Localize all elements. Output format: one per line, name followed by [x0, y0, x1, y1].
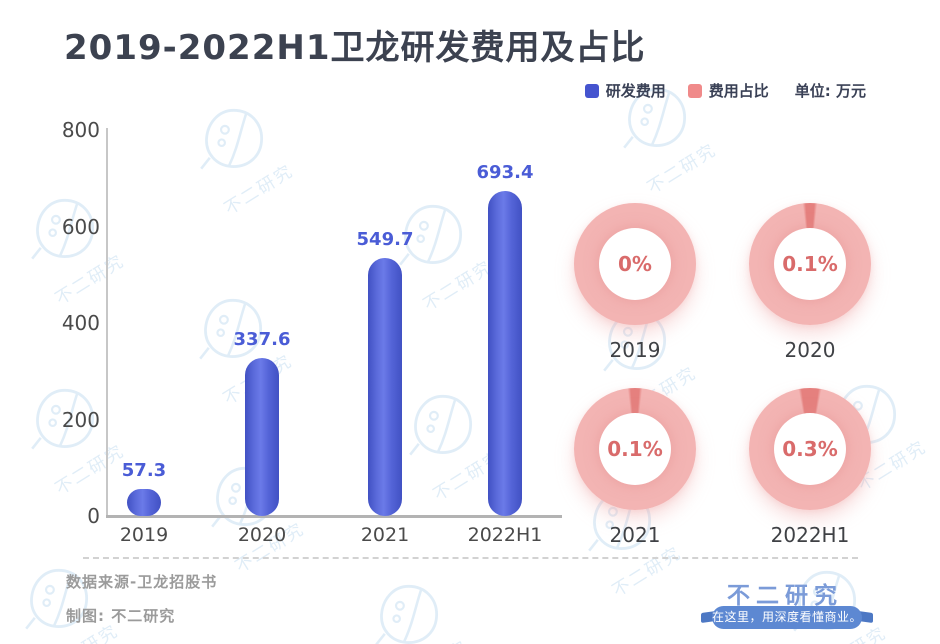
bar-value-label: 693.4 — [476, 162, 534, 183]
y-axis-tick-label: 0 — [87, 504, 100, 528]
bar-2019 — [127, 489, 161, 516]
donut-category-label: 2019 — [609, 338, 661, 362]
bar-value-label: 57.3 — [121, 460, 167, 481]
y-axis-tick-label: 800 — [61, 118, 100, 142]
y-axis-tick-label: 600 — [61, 214, 100, 239]
donut-hole — [774, 228, 846, 300]
donut-ring-2021: 0.1% — [574, 388, 696, 510]
legend-item-expense-ratio: 费用占比 — [687, 80, 769, 101]
brand-logo-text: 不二研究 — [727, 583, 843, 609]
bar-value-label: 337.6 — [233, 329, 291, 350]
credit-text: 制图: 不二研究 — [66, 607, 176, 625]
x-axis-label: 2022H1 — [467, 524, 543, 546]
donut-ring-2022H1: 0.3% — [749, 388, 871, 510]
y-axis-tick-label: 200 — [61, 407, 100, 432]
x-axis-label: 2020 — [237, 524, 287, 546]
legend-label-rd-expense: 研发费用 — [605, 82, 666, 100]
bar-2020 — [245, 358, 279, 516]
donut-percent-label: 0.1% — [782, 252, 838, 276]
legend-swatch-blue — [584, 83, 599, 98]
legend-swatch-pink — [687, 83, 702, 98]
footer-divider — [83, 557, 858, 559]
y-axis-line — [106, 128, 108, 517]
bar-value-label: 549.7 — [356, 229, 414, 250]
donut-hole — [599, 413, 671, 485]
page-title: 2019-2022H1卫龙研发费用及占比 — [64, 28, 646, 68]
donut-percent-label: 0% — [618, 252, 652, 276]
bar-2021 — [368, 258, 402, 516]
x-axis-line — [106, 515, 562, 518]
brand-tagline-banner: 在这里，用深度看懂商业。 — [712, 606, 862, 629]
donut-category-label: 2022H1 — [770, 523, 850, 547]
donut-ring-2019: 0% — [574, 203, 696, 325]
donut-category-label: 2021 — [609, 523, 661, 547]
legend-label-expense-ratio: 费用占比 — [708, 82, 769, 100]
legend-item-rd-expense: 研发费用 — [584, 80, 666, 101]
donut-hole — [599, 228, 671, 300]
donut-percent-label: 0.1% — [607, 437, 663, 461]
bar-2022H1 — [488, 191, 522, 516]
data-source-text: 数据来源-卫龙招股书 — [66, 573, 218, 591]
x-axis-label: 2021 — [360, 524, 410, 546]
donut-hole — [774, 413, 846, 485]
unit-label: 单位: 万元 — [794, 82, 866, 100]
x-axis-label: 2019 — [119, 524, 169, 546]
chart-legend: 研发费用 费用占比 单位: 万元 — [584, 80, 866, 101]
donut-category-label: 2020 — [784, 338, 836, 362]
donut-percent-label: 0.3% — [782, 437, 838, 461]
donut-ring-2020: 0.1% — [749, 203, 871, 325]
y-axis-tick-label: 400 — [61, 311, 100, 335]
